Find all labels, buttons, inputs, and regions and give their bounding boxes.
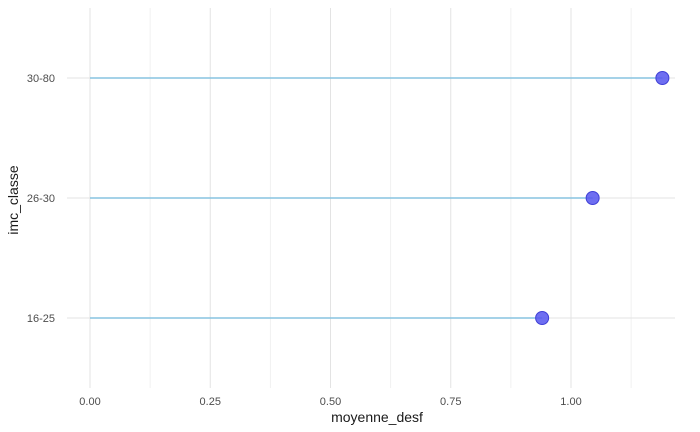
lollipop-stems: [90, 77, 663, 319]
x-tick-label: 0.25: [200, 396, 221, 408]
x-axis-title: moyenne_desf: [331, 409, 423, 425]
x-axis-tick-labels: 0.00 0.25 0.50 0.75 1.00: [79, 396, 581, 408]
y-tick-label: 26-30: [27, 193, 55, 205]
x-tick-label: 0.00: [79, 396, 100, 408]
lollipop-points: [535, 71, 670, 325]
y-tick-label: 30-80: [27, 73, 55, 85]
lollipop-point: [535, 311, 550, 325]
x-tick-label: 0.75: [440, 396, 461, 408]
y-axis-title: imc_classe: [5, 165, 21, 234]
x-tick-label: 1.00: [560, 396, 581, 408]
lollipop-point: [585, 191, 600, 205]
y-tick-label: 16-25: [27, 313, 55, 325]
x-tick-label: 0.50: [320, 396, 341, 408]
y-axis-tick-labels: 16-25 26-30 30-80: [27, 73, 55, 325]
lollipop-point: [655, 71, 670, 85]
